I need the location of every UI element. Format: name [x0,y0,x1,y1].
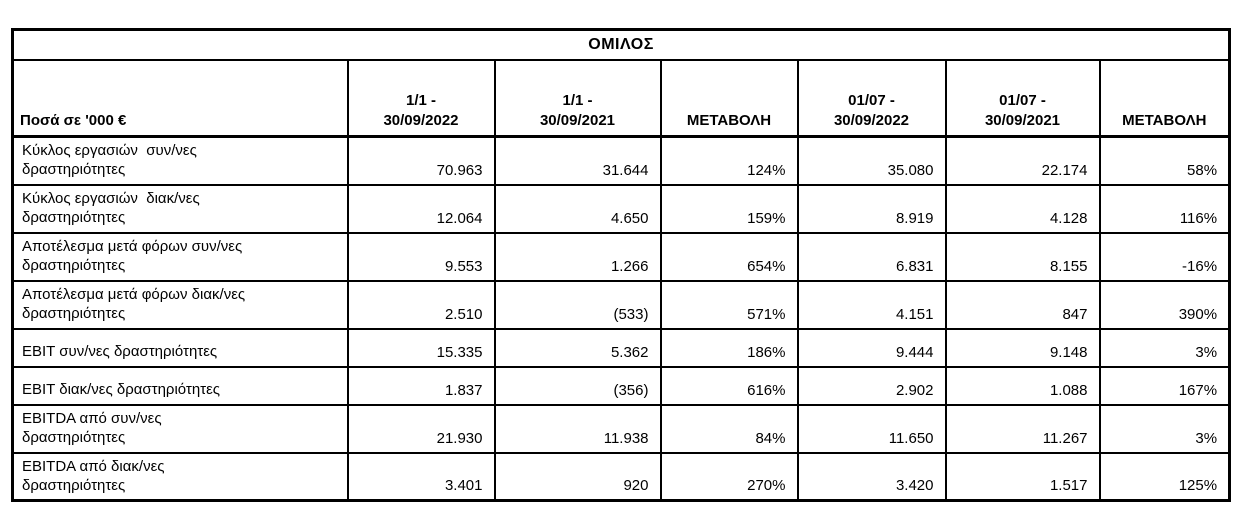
table-header-row: Ποσά σε '000 € 1/1 - 30/09/2022 1/1 - 30… [11,58,1231,138]
value-cell: 9.444 [796,327,947,368]
value-cell: 1.266 [493,231,662,282]
row-label: Κύκλος εργασιών διακ/νες δραστηριότητες [11,183,349,234]
row-label: Αποτέλεσμα μετά φόρων διακ/νες δραστηριό… [11,279,349,330]
value-cell: 2.902 [796,365,947,406]
value-cell: 21.930 [346,403,496,454]
row-label: EBIT διακ/νες δραστηριότητες [11,365,349,406]
value-cell: 847 [944,279,1101,330]
table-row-ebit-discontinued: EBIT διακ/νες δραστηριότητες 1.837 (356)… [11,365,1231,406]
value-cell: 186% [659,327,799,368]
value-cell: 616% [659,365,799,406]
financial-results-table: ΟΜΙΛΟΣ Ποσά σε '000 € 1/1 - 30/09/2022 1… [11,28,1232,502]
value-cell: 6.831 [796,231,947,282]
column-header-period-q3-2021: 01/07 - 30/09/2021 [944,58,1101,138]
value-cell: 8.155 [944,231,1101,282]
row-label: Αποτέλεσμα μετά φόρων συν/νες δραστηριότ… [11,231,349,282]
value-cell: 9.553 [346,231,496,282]
value-cell: 4.128 [944,183,1101,234]
row-label: EBIT συν/νες δραστηριότητες [11,327,349,368]
value-cell: 35.080 [796,135,947,186]
value-cell: 4.650 [493,183,662,234]
table-row-result-after-tax-discontinued: Αποτέλεσμα μετά φόρων διακ/νες δραστηριό… [11,279,1231,330]
value-cell: 116% [1098,183,1231,234]
value-cell: 11.650 [796,403,947,454]
row-label: EBITDA από διακ/νες δραστηριότητες [11,451,349,502]
value-cell: 12.064 [346,183,496,234]
value-cell: 22.174 [944,135,1101,186]
table-title-row: ΟΜΙΛΟΣ [11,28,1231,61]
value-cell: 5.362 [493,327,662,368]
value-cell: 70.963 [346,135,496,186]
value-cell: 390% [1098,279,1231,330]
column-header-period-9m-2021: 1/1 - 30/09/2021 [493,58,662,138]
table-row-turnover-continuing: Κύκλος εργασιών συν/νες δραστηριότητες 7… [11,135,1231,186]
value-cell: 3.420 [796,451,947,502]
row-label: Κύκλος εργασιών συν/νες δραστηριότητες [11,135,349,186]
column-header-amounts-unit: Ποσά σε '000 € [11,58,349,138]
table-row-ebit-continuing: EBIT συν/νες δραστηριότητες 15.335 5.362… [11,327,1231,368]
value-cell: 9.148 [944,327,1101,368]
column-header-period-q3-2022: 01/07 - 30/09/2022 [796,58,947,138]
value-cell: 167% [1098,365,1231,406]
value-cell: 654% [659,231,799,282]
value-cell: -16% [1098,231,1231,282]
column-header-change-q3: ΜΕΤΑΒΟΛΗ [1098,58,1231,138]
value-cell: 1.088 [944,365,1101,406]
value-cell: 4.151 [796,279,947,330]
value-cell: 125% [1098,451,1231,502]
value-cell: 11.267 [944,403,1101,454]
value-cell: 58% [1098,135,1231,186]
value-cell: 11.938 [493,403,662,454]
value-cell: 3% [1098,403,1231,454]
column-header-period-9m-2022: 1/1 - 30/09/2022 [346,58,496,138]
value-cell: 2.510 [346,279,496,330]
table-title: ΟΜΙΛΟΣ [11,28,1231,61]
value-cell: 159% [659,183,799,234]
value-cell: 84% [659,403,799,454]
value-cell: 920 [493,451,662,502]
table-row-ebitda-continuing: EBITDA από συν/νες δραστηριότητες 21.930… [11,403,1231,454]
value-cell: 1.837 [346,365,496,406]
value-cell: (356) [493,365,662,406]
value-cell: 124% [659,135,799,186]
value-cell: 3.401 [346,451,496,502]
value-cell: 15.335 [346,327,496,368]
value-cell: 3% [1098,327,1231,368]
column-header-change-9m: ΜΕΤΑΒΟΛΗ [659,58,799,138]
value-cell: 1.517 [944,451,1101,502]
value-cell: 8.919 [796,183,947,234]
value-cell: 31.644 [493,135,662,186]
value-cell: (533) [493,279,662,330]
row-label: EBITDA από συν/νες δραστηριότητες [11,403,349,454]
table-row-result-after-tax-continuing: Αποτέλεσμα μετά φόρων συν/νες δραστηριότ… [11,231,1231,282]
value-cell: 571% [659,279,799,330]
table-row-ebitda-discontinued: EBITDA από διακ/νες δραστηριότητες 3.401… [11,451,1231,502]
table-row-turnover-discontinued: Κύκλος εργασιών διακ/νες δραστηριότητες … [11,183,1231,234]
value-cell: 270% [659,451,799,502]
